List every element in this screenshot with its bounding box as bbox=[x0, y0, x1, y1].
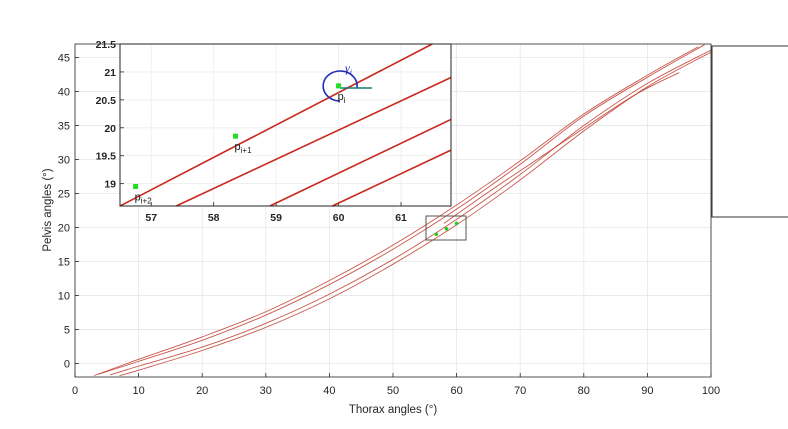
inset-series-line bbox=[331, 149, 452, 207]
inset-y-tick-label: 21.5 bbox=[96, 39, 117, 51]
inset-x-tick-label: 57 bbox=[145, 212, 157, 224]
main-grid bbox=[74, 44, 712, 377]
inset-series-line bbox=[119, 43, 433, 207]
y-axis-label: Pelvis angles (°) bbox=[42, 168, 54, 251]
x-tick-label: 50 bbox=[387, 385, 399, 397]
angle-marker bbox=[322, 70, 372, 102]
y-tick-labels: 0 5 10 15 20 25 30 35 40 45 bbox=[58, 53, 70, 371]
series-line bbox=[97, 44, 705, 375]
angle-label: γi bbox=[345, 61, 352, 77]
x-tick-label: 40 bbox=[323, 385, 335, 397]
x-axis-label: Thorax angles (°) bbox=[349, 404, 437, 416]
x-tick-label: 20 bbox=[196, 385, 208, 397]
series-line bbox=[119, 51, 712, 377]
inset-point bbox=[133, 183, 139, 189]
inset-point bbox=[336, 83, 342, 89]
y-tick-label: 10 bbox=[58, 290, 70, 302]
x-tick-label: 90 bbox=[641, 385, 653, 397]
x-tick-label: 80 bbox=[578, 385, 590, 397]
highlight-point bbox=[454, 221, 459, 226]
inset-y-tick-label: 21 bbox=[104, 67, 116, 79]
y-tick-label: 15 bbox=[58, 256, 70, 268]
y-tick-label: 25 bbox=[58, 189, 70, 201]
x-tick-labels: 0 10 20 30 40 50 60 70 80 90 100 bbox=[72, 385, 720, 397]
point-label: pi+1 bbox=[235, 141, 253, 155]
point-label: pi bbox=[338, 91, 346, 105]
inset-point-labels: pi+2 pi+1 pi bbox=[135, 91, 346, 206]
inset-y-tick-label: 20 bbox=[104, 123, 116, 135]
x-tick-label: 30 bbox=[260, 385, 272, 397]
y-tick-label: 40 bbox=[58, 87, 70, 99]
x-tick-label: 100 bbox=[702, 385, 720, 397]
inset-series-lines bbox=[119, 43, 452, 207]
inset-y-tick-label: 19 bbox=[104, 179, 116, 191]
highlight-point bbox=[444, 227, 449, 231]
series-line bbox=[93, 46, 699, 377]
inset-y-tick-label: 20.5 bbox=[96, 95, 117, 107]
zoom-region-box bbox=[425, 215, 467, 241]
inset-background bbox=[120, 44, 451, 206]
series-line bbox=[443, 72, 680, 224]
x-tick-label: 60 bbox=[450, 385, 462, 397]
y-tick-label: 35 bbox=[58, 121, 70, 133]
inset-x-tick-label: 61 bbox=[395, 212, 407, 224]
inset-y-tick-label: 19.5 bbox=[96, 151, 117, 163]
inset-x-tick-label: 58 bbox=[208, 212, 220, 224]
y-tick-label: 0 bbox=[64, 358, 70, 370]
main-series-lines bbox=[93, 44, 712, 377]
point-label: pi+2 bbox=[135, 191, 153, 205]
angle-arc bbox=[322, 70, 358, 102]
inset-x-tick-label: 60 bbox=[333, 212, 345, 224]
inset-y-tick-labels: 19 19.5 20 20.5 21 21.5 bbox=[96, 39, 117, 191]
inset-points bbox=[133, 83, 342, 189]
side-panel-box bbox=[711, 45, 788, 218]
inset-point bbox=[233, 133, 239, 139]
x-tick-label: 70 bbox=[514, 385, 526, 397]
y-tick-label: 45 bbox=[58, 53, 70, 65]
x-tick-label: 10 bbox=[132, 385, 144, 397]
inset-frame bbox=[119, 43, 452, 207]
series-line bbox=[109, 49, 712, 376]
y-tick-label: 5 bbox=[64, 324, 70, 336]
inset-series-line bbox=[269, 118, 452, 207]
main-highlight-points bbox=[434, 221, 459, 237]
inset-x-tick-labels: 57 58 59 60 61 bbox=[145, 212, 407, 224]
x-tick-label: 0 bbox=[72, 385, 78, 397]
highlight-point bbox=[434, 232, 439, 237]
inset-series-line bbox=[175, 76, 452, 207]
y-tick-label: 30 bbox=[58, 155, 70, 167]
inset-x-tick-label: 59 bbox=[270, 212, 282, 224]
y-tick-label: 20 bbox=[58, 222, 70, 234]
